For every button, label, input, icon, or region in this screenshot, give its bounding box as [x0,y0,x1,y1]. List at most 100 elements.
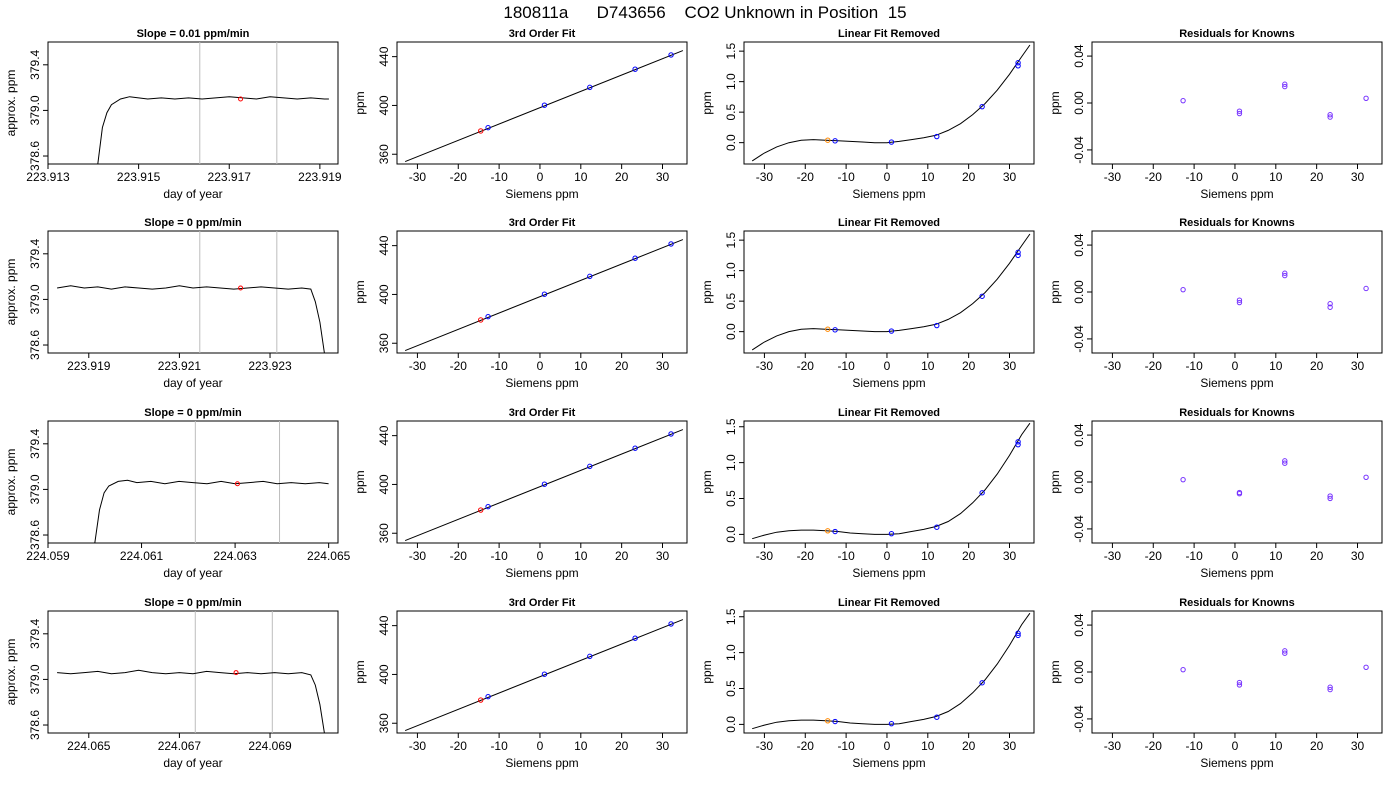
data-point [668,431,674,437]
x-tick-label: -10 [490,170,508,184]
y-tick-label: 379.4 [28,618,42,648]
x-tick-label: 224.061 [120,549,164,563]
x-tick-label: -20 [797,549,815,563]
y-tick-label: 379.0 [28,95,42,125]
fit-curve [752,422,1031,540]
y-tick-label: 1.0 [724,454,738,471]
x-tick-label: 30 [1003,170,1017,184]
data-point [485,693,491,700]
x-tick-label: 30 [1351,739,1365,753]
x-tick-label: 224.059 [26,549,70,563]
x-tick-label: -30 [409,359,427,373]
x-tick-label: 0 [537,549,544,563]
x-tick-label: -10 [1185,170,1203,184]
x-axis-label: day of year [163,756,222,770]
x-axis-label: Siemens ppm [852,566,925,580]
x-tick-label: -10 [1185,739,1203,753]
x-tick-label: 0 [1232,170,1239,184]
x-tick-label: -10 [490,549,508,563]
data-point [632,635,638,641]
panel-13: Slope = 0 ppm/min 224.065 224.067 224.069 37… [4,597,339,770]
plot-area [752,422,1031,540]
y-axis-label: ppm [700,91,714,114]
y-tick-label: 0.04 [1072,233,1086,257]
plot-area [751,233,1031,351]
series-line [94,479,329,543]
data-point [1327,301,1333,307]
x-tick-label: -10 [837,359,855,373]
x-tick-label: 30 [1351,549,1365,563]
y-tick-label: -0.04 [1072,705,1086,733]
x-tick-label: -20 [797,359,815,373]
x-tick-label: 30 [1003,549,1017,563]
data-point [587,463,593,470]
data-point [825,718,831,724]
data-point [1015,249,1021,256]
y-tick-label: 0.04 [1072,423,1086,447]
y-tick-label: 1.5 [724,42,738,59]
panel-title: 3rd Order Fit [509,28,576,40]
panel-7: Linear Fit Removed -30 -20 -10 0 10 20 30 0.0 0.5… [700,217,1035,390]
data-point [979,293,985,299]
plot-frame [743,610,1035,734]
data-point [587,653,593,660]
y-tick-label: 379.4 [28,238,42,268]
data-point [1236,110,1243,117]
x-tick-label: -30 [756,739,774,753]
data-point [832,327,838,333]
x-tick-label: 20 [962,359,976,373]
panel-title: Slope = 0 ppm/min [144,597,242,609]
data-point [485,313,491,320]
panel-4: Residuals for Knowns -30 -20 -10 0 10 20 30 -0.0… [1048,28,1383,201]
x-tick-label: -30 [756,359,774,373]
x-tick-label: 0 [1232,549,1239,563]
x-tick-label: 224.065 [307,549,351,563]
x-tick-label: -20 [450,549,468,563]
data-point [1015,60,1021,66]
data-point [825,528,831,534]
y-axis-label: approx. ppm [4,259,18,326]
x-tick-label: 224.065 [67,739,111,753]
panel-title: Residuals for Knowns [1179,28,1295,40]
x-tick-label: -10 [1185,549,1203,563]
x-tick-label: 223.923 [248,359,292,373]
x-axis-label: Siemens ppm [1200,187,1273,201]
x-tick-label: -30 [756,170,774,184]
x-axis-label: Siemens ppm [1200,376,1273,390]
panel-8: Residuals for Knowns -30 -20 -10 0 10 20 30 -0.0… [1048,217,1383,390]
x-tick-label: 224.063 [213,549,257,563]
data-point [1015,630,1021,636]
series-line [97,96,329,164]
x-tick-label: 30 [1003,739,1017,753]
sample-marker [238,285,244,291]
figure-title: 180811a D743656 CO2 Unknown in Position … [503,3,906,22]
plot-area [1180,458,1369,502]
panel-14: 3rd Order Fit -30 -20 -10 0 10 20 30 360 400 440 Si… [353,597,688,770]
data-point [832,718,838,725]
panel-title: Slope = 0 ppm/min [144,407,242,419]
x-tick-label: 30 [656,170,670,184]
fit-line [404,50,684,163]
x-tick-label: 0 [884,359,891,373]
x-tick-label: -30 [1104,549,1122,563]
plot-area [1180,648,1369,693]
data-point [1327,114,1333,120]
y-axis-label: ppm [700,470,714,493]
y-tick-label: 360 [377,523,391,543]
data-point [541,481,548,487]
x-tick-label: 10 [1269,549,1283,563]
x-tick-label: 10 [1269,170,1283,184]
data-point [825,326,831,332]
x-tick-label: 0 [884,549,891,563]
x-tick-label: 20 [1310,359,1324,373]
panel-title: Linear Fit Removed [838,28,940,40]
y-tick-label: 360 [377,713,391,733]
x-tick-label: -30 [409,170,427,184]
y-axis-label: approx. ppm [4,639,18,706]
sample-marker [234,481,240,487]
data-point [1282,650,1288,656]
data-point [934,133,940,140]
y-tick-label: 440 [377,615,391,635]
data-point [1327,493,1333,499]
x-tick-label: -30 [1104,739,1122,753]
